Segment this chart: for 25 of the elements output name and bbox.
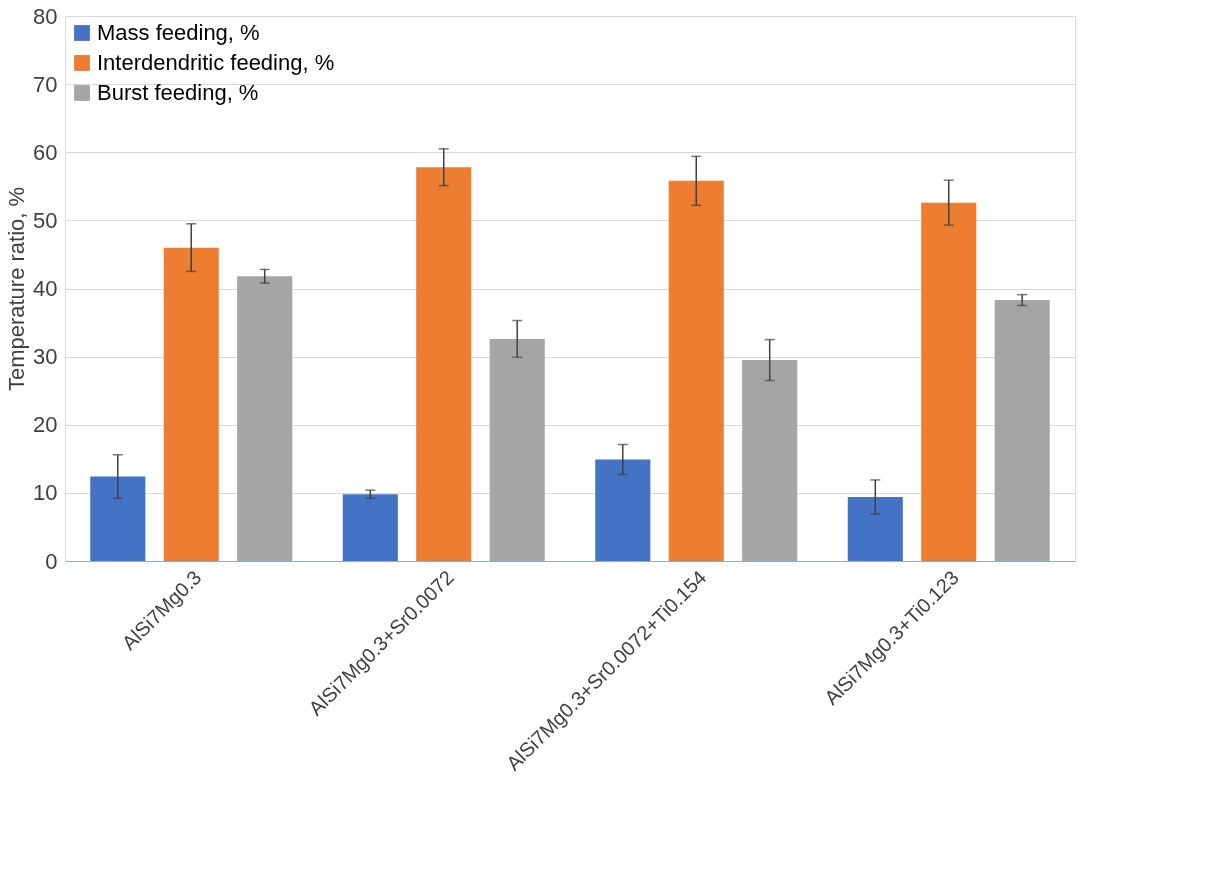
bar	[163, 247, 219, 561]
y-tick-label: 30	[33, 344, 58, 370]
y-tick-label: 60	[33, 139, 58, 165]
y-axis-title: Temperature ratio, %	[4, 186, 30, 392]
bar	[237, 276, 293, 561]
legend-label: Mass feeding, %	[97, 20, 260, 45]
y-tick-label: 20	[33, 412, 58, 438]
bar	[489, 338, 545, 561]
y-tick-label: 80	[33, 3, 58, 29]
bar	[847, 496, 903, 561]
bar	[668, 180, 724, 561]
bar	[742, 360, 798, 561]
legend-label: Interdendritic feeding, %	[97, 50, 335, 75]
y-tick-label: 10	[33, 480, 58, 506]
y-tick-label: 50	[33, 207, 58, 233]
legend-label: Burst feeding, %	[97, 80, 259, 105]
bar	[595, 459, 651, 561]
bar	[921, 202, 977, 561]
bar	[416, 167, 472, 561]
y-tick-label: 40	[33, 276, 58, 301]
bar	[342, 494, 398, 561]
y-tick-label: 70	[33, 71, 58, 97]
bar	[994, 300, 1050, 561]
y-tick-label: 0	[45, 548, 58, 574]
bar	[90, 476, 146, 561]
